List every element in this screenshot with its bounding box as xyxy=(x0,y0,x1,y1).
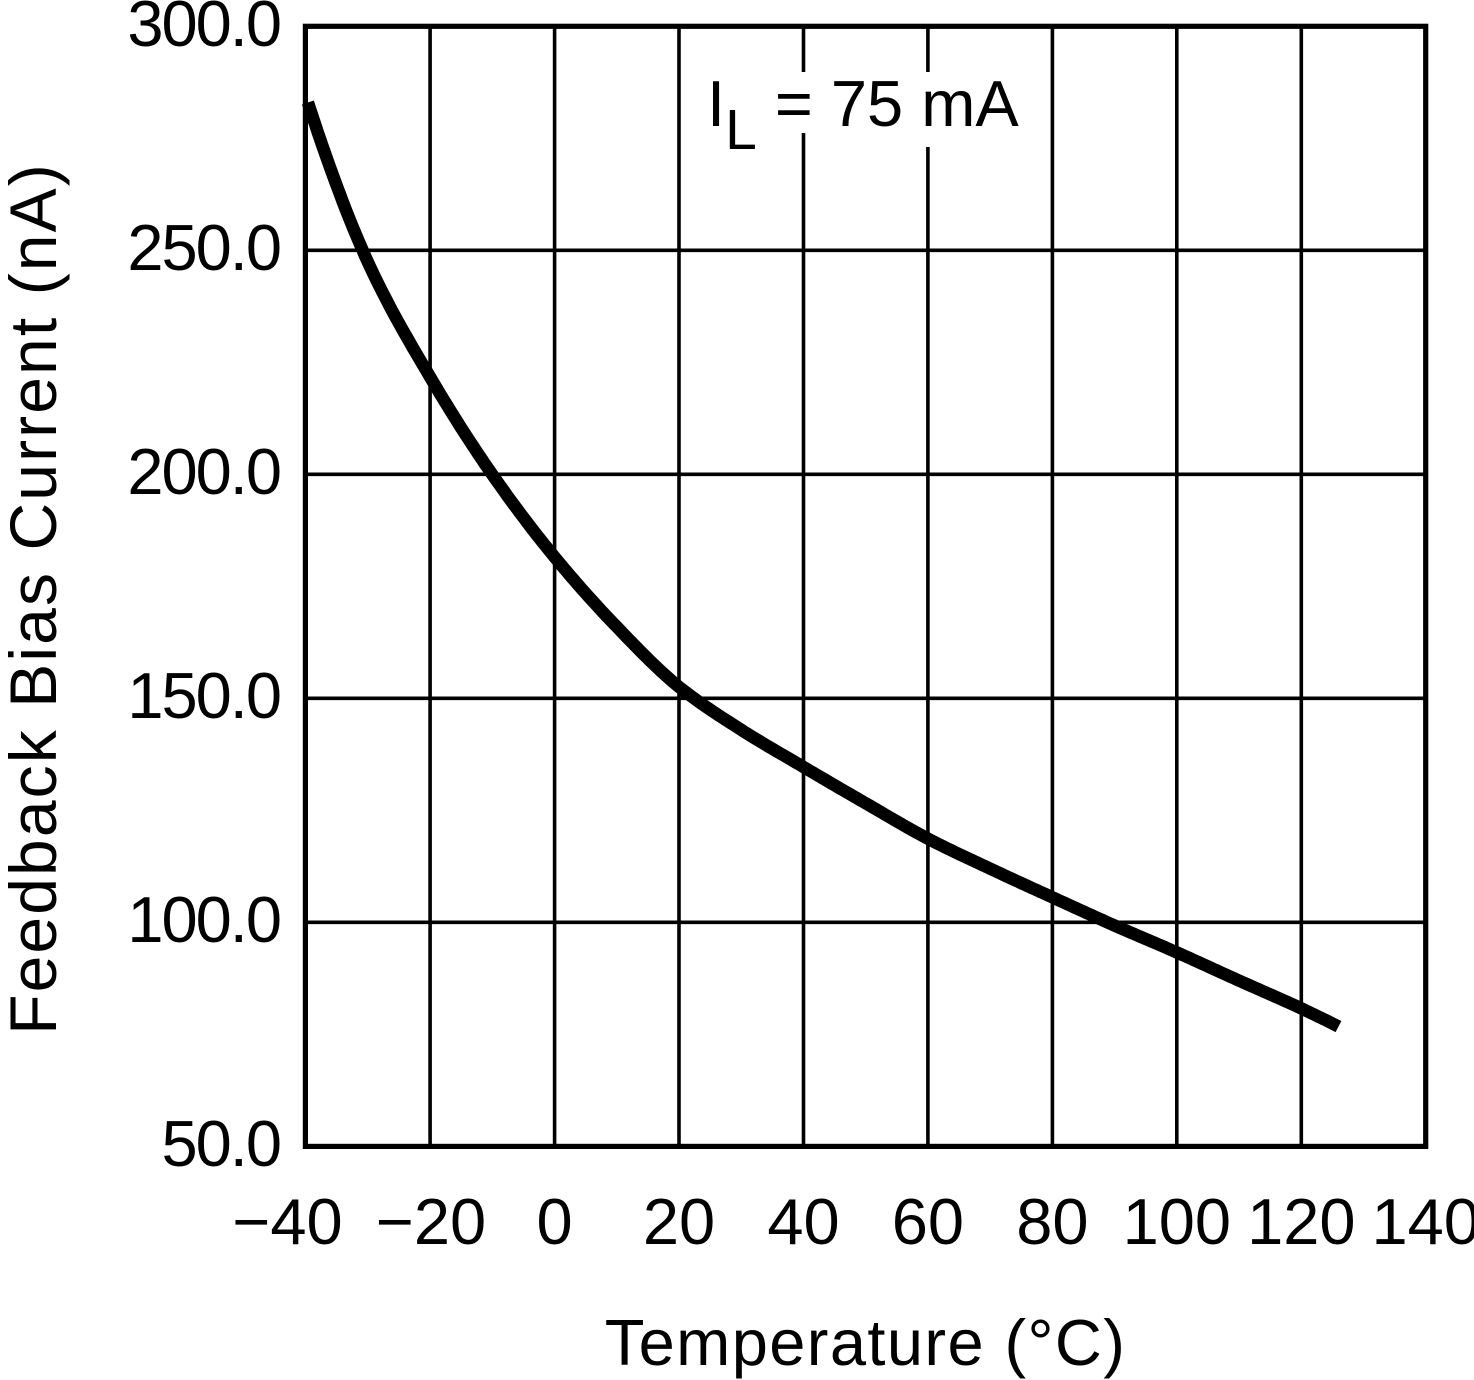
svg-text:140: 140 xyxy=(1371,1185,1474,1258)
svg-text:150.0: 150.0 xyxy=(127,659,280,732)
svg-text:20: 20 xyxy=(643,1185,715,1258)
svg-text:250.0: 250.0 xyxy=(127,211,280,284)
svg-text:120: 120 xyxy=(1247,1185,1355,1258)
svg-text:−40: −40 xyxy=(232,1185,342,1258)
svg-text:60: 60 xyxy=(892,1185,964,1258)
svg-text:40: 40 xyxy=(767,1185,839,1258)
svg-text:0: 0 xyxy=(537,1185,573,1258)
svg-text:80: 80 xyxy=(1016,1185,1088,1258)
svg-text:−20: −20 xyxy=(376,1185,486,1258)
svg-text:100: 100 xyxy=(1123,1185,1231,1258)
svg-text:Feedback Bias Current (nA): Feedback Bias Current (nA) xyxy=(0,162,70,1035)
svg-text:200.0: 200.0 xyxy=(127,435,280,508)
svg-text:Temperature (°C): Temperature (°C) xyxy=(605,1306,1127,1379)
svg-text:50.0: 50.0 xyxy=(161,1107,280,1180)
svg-text:300.0: 300.0 xyxy=(127,0,280,60)
svg-text:100.0: 100.0 xyxy=(127,883,280,956)
